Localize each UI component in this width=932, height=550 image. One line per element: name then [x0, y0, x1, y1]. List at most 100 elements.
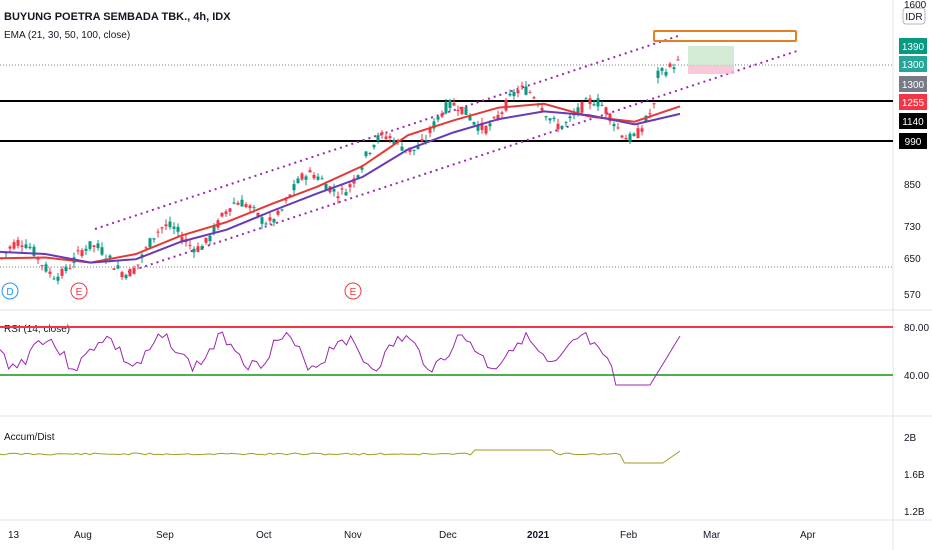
- rsi-tick-40: 40.00: [904, 371, 929, 382]
- candle: [476, 120, 480, 135]
- candle: [76, 246, 80, 255]
- candle: [224, 209, 228, 217]
- candle: [296, 176, 300, 184]
- candle: [264, 221, 268, 226]
- candle: [112, 267, 116, 270]
- reward-zone[interactable]: [688, 46, 734, 65]
- price-label-1300-prev: 1300: [899, 76, 927, 92]
- candle: [384, 132, 388, 141]
- channel-lower-line[interactable]: [127, 49, 801, 273]
- candle: [584, 96, 588, 100]
- candle: [440, 110, 444, 118]
- x-tick-2021: 2021: [527, 530, 550, 541]
- candle: [516, 85, 520, 98]
- svg-text:1300: 1300: [902, 80, 925, 91]
- candle: [492, 115, 496, 120]
- x-tick-sep: Sep: [156, 530, 174, 541]
- candle: [280, 208, 284, 212]
- candle: [508, 89, 512, 97]
- candle: [656, 67, 660, 84]
- candle: [40, 264, 44, 271]
- candle: [652, 102, 656, 109]
- target-zone-box[interactable]: [653, 30, 797, 42]
- candle: [88, 241, 92, 251]
- candle: [432, 118, 436, 132]
- candles-group: [0, 55, 680, 285]
- x-tick-dec: Dec: [439, 530, 457, 541]
- candle: [24, 239, 28, 250]
- candle: [244, 202, 248, 209]
- ad-tick-2b: 2B: [904, 433, 917, 444]
- candle: [148, 237, 152, 248]
- candle: [524, 80, 528, 96]
- candle: [468, 113, 472, 121]
- candle: [228, 207, 232, 216]
- candle: [100, 242, 104, 257]
- candle: [92, 244, 96, 253]
- candle: [592, 99, 596, 107]
- event-marker-earnings-1[interactable]: E: [70, 282, 88, 300]
- candle: [620, 134, 624, 139]
- candle: [332, 183, 336, 197]
- rsi-tick-80: 80.00: [904, 323, 929, 334]
- rsi-label: RSI (14, close): [4, 324, 70, 335]
- candle: [676, 55, 680, 61]
- candle: [232, 197, 236, 205]
- x-tick-aug: Aug: [74, 530, 92, 541]
- candle: [240, 195, 244, 207]
- candle: [388, 133, 392, 144]
- candle: [460, 106, 464, 116]
- ad-tick-1-2b: 1.2B: [904, 507, 925, 518]
- candle: [612, 121, 616, 132]
- candle: [152, 238, 156, 243]
- ad-tick-1-6b: 1.6B: [904, 470, 925, 481]
- candle: [84, 245, 88, 255]
- price-label-1390: 1390: [899, 38, 927, 54]
- event-marker-dividend[interactable]: D: [1, 282, 19, 300]
- price-label-990: 990: [899, 133, 927, 149]
- candle: [664, 68, 668, 78]
- candle: [192, 246, 196, 258]
- candle: [380, 130, 384, 139]
- candle: [20, 240, 24, 253]
- candle: [464, 106, 468, 116]
- candle: [556, 118, 560, 133]
- candle: [672, 63, 676, 74]
- candle: [504, 98, 508, 113]
- candle: [344, 188, 348, 196]
- candle: [436, 115, 440, 123]
- candle: [164, 219, 168, 231]
- candle: [544, 115, 548, 121]
- y-tick-650: 650: [904, 254, 921, 265]
- candle: [276, 208, 280, 217]
- candle: [80, 248, 84, 259]
- candle: [660, 67, 664, 76]
- candle: [340, 185, 344, 195]
- currency-label: IDR: [905, 12, 922, 23]
- candle: [640, 125, 644, 136]
- candle: [456, 105, 460, 117]
- x-tick-oct: Oct: [256, 530, 272, 541]
- svg-text:990: 990: [905, 137, 922, 148]
- candle: [316, 173, 320, 181]
- svg-text:1300: 1300: [902, 60, 925, 71]
- risk-zone[interactable]: [688, 65, 734, 74]
- candle: [124, 273, 128, 280]
- currency-badge[interactable]: [902, 7, 926, 25]
- candle: [128, 268, 132, 277]
- candle: [60, 266, 64, 279]
- candle: [420, 134, 424, 143]
- candle: [48, 267, 52, 278]
- candle: [448, 98, 452, 112]
- x-tick-apr: Apr: [800, 530, 816, 541]
- candle: [168, 216, 172, 230]
- candle: [32, 244, 36, 258]
- event-marker-earnings-2[interactable]: E: [344, 282, 362, 300]
- svg-text:E: E: [76, 287, 83, 298]
- candle: [188, 239, 192, 250]
- candle: [532, 95, 536, 100]
- candle: [68, 264, 72, 270]
- svg-text:E: E: [350, 287, 357, 298]
- candle: [336, 191, 340, 204]
- x-tick-13: 13: [8, 530, 20, 541]
